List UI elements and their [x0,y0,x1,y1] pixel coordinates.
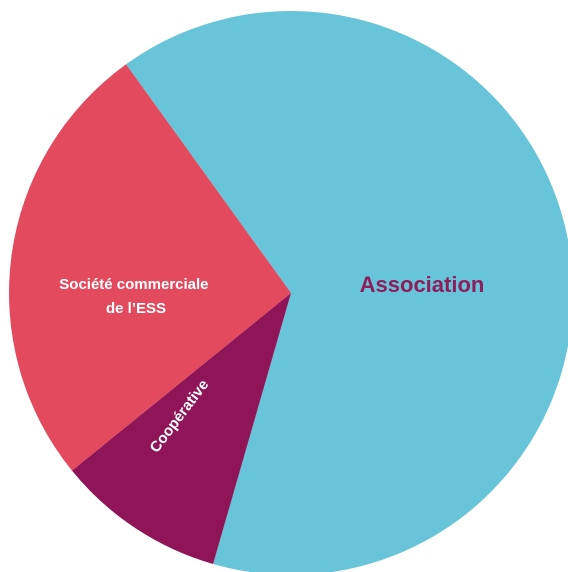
pie-slice-societe [9,64,292,471]
pie-slice-association [126,11,568,572]
slice-label-societe-line-2: de l’ESS [106,300,166,317]
pie-slice-cooperative [71,293,291,565]
pie-slices [9,11,568,572]
slice-label-societe-commerciale: Société commerciale de l’ESS [59,276,212,317]
slice-label-association: Association [360,272,485,297]
slice-label-societe-line-1: Société commerciale [59,276,208,293]
